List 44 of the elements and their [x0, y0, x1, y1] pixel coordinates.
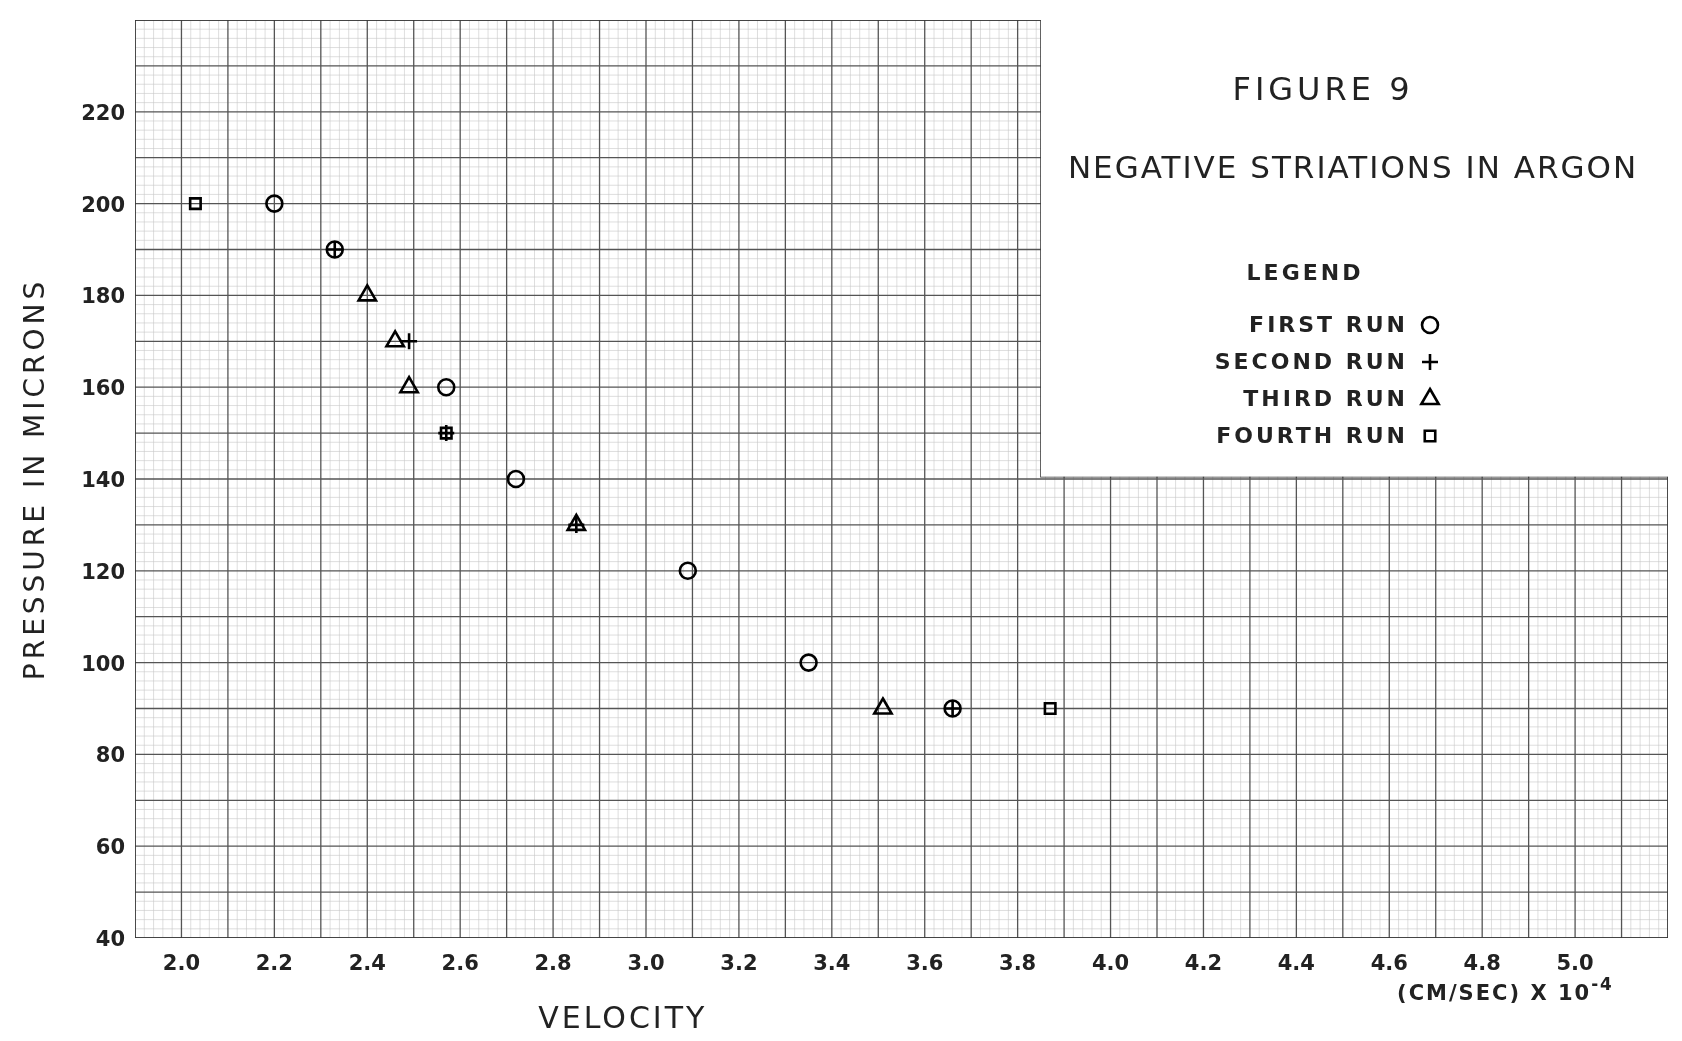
x-tick-label: 4.4: [1277, 951, 1315, 975]
point: [188, 197, 202, 211]
x-tick-label: 2.6: [441, 951, 479, 975]
x-tick-label: 3.2: [720, 951, 758, 975]
y-tick-label: 40: [95, 927, 125, 951]
x-tick-label: 4.2: [1184, 951, 1223, 975]
x-tick-label: 4.6: [1370, 951, 1408, 975]
x-tick-label: 4.8: [1463, 951, 1501, 975]
x-tick-label: 2.4: [348, 951, 386, 975]
y-tick-label: 100: [81, 651, 125, 676]
point: [265, 194, 284, 213]
y-tick-label: 160: [81, 376, 125, 401]
y-tick-label: 220: [81, 100, 125, 125]
legend-label: FOURTH RUN: [1216, 423, 1408, 448]
point: [799, 653, 818, 672]
x-tick-label: 3.6: [906, 951, 944, 975]
y-tick-label: 80: [95, 743, 125, 768]
x-tick-label: 4.0: [1091, 951, 1130, 975]
text: FIGURE 9: [1232, 70, 1414, 108]
point: [678, 561, 698, 581]
x-tick-label: 2.8: [534, 951, 572, 975]
x-axis-title: VELOCITY: [538, 1000, 708, 1035]
x-tick-label: 3.4: [813, 951, 851, 975]
x-tick-label: 2.2: [255, 951, 293, 975]
x-tick-label: 2.0: [162, 951, 201, 975]
y-tick-label: 140: [81, 468, 125, 492]
y-tick-label: 200: [81, 192, 125, 217]
y-tick-label: 60: [95, 835, 125, 860]
legend-title: LEGEND: [1246, 260, 1364, 285]
legend-label: FIRST RUN: [1249, 312, 1408, 337]
point: [399, 332, 419, 351]
x-tick-label: 3.0: [627, 951, 665, 975]
text: (CM/SEC) X 10$^{-4}$: [1397, 974, 1614, 1005]
point: [1043, 701, 1057, 716]
text: NEGATIVE STRIATIONS IN ARGON: [1067, 149, 1639, 185]
legend-label: SECOND RUN: [1214, 349, 1408, 374]
x-tick-label: 3.8: [999, 951, 1037, 975]
y-axis-title: PRESSURE IN MICRONS: [18, 277, 51, 681]
y-tick-label: 180: [81, 284, 125, 309]
point: [506, 469, 526, 489]
y-tick-label: 120: [81, 559, 125, 584]
x-tick-label: 5.0: [1556, 951, 1594, 975]
point: [436, 377, 456, 397]
legend-label: THIRD RUN: [1243, 386, 1408, 411]
